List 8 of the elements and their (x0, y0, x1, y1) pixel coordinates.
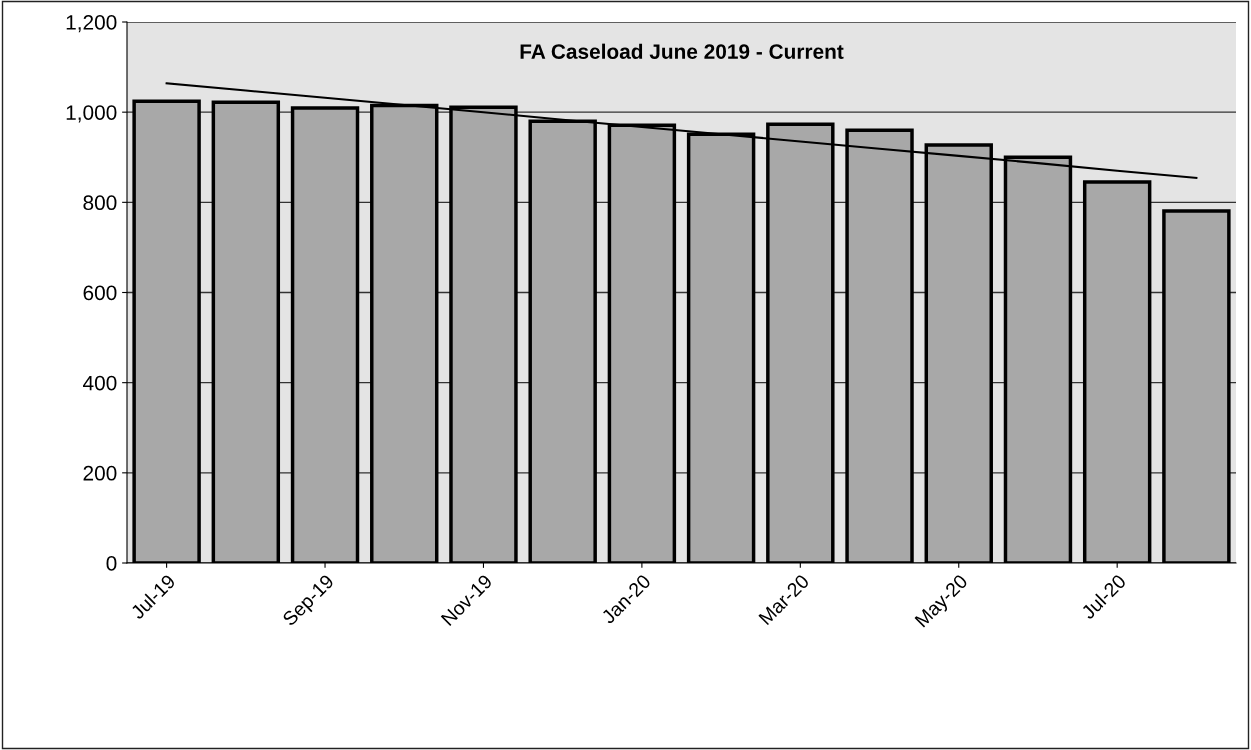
text: FA Caseload June 2019 - Current (520, 43, 844, 59)
y-tick-label: 200 (83, 465, 117, 481)
y-tick-label: 1,000 (66, 105, 117, 123)
y-tick-label: 800 (83, 195, 117, 211)
y-tick-label: 1,200 (66, 15, 117, 33)
y-tick-label: 600 (83, 285, 117, 301)
y-tick-label: 0 (106, 556, 117, 571)
y-tick-label: 400 (83, 375, 117, 391)
